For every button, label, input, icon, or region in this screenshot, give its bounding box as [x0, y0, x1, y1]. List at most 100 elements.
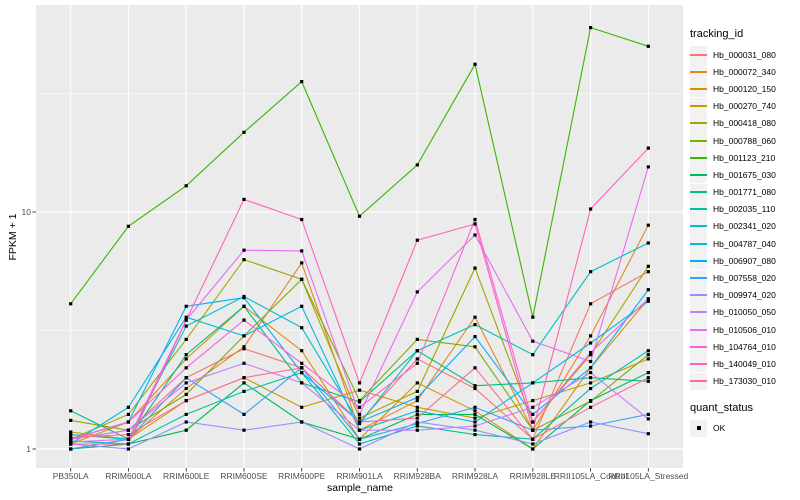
series-color-line [690, 70, 707, 73]
data-point [473, 233, 477, 237]
data-point [473, 217, 477, 222]
data-point [589, 302, 593, 306]
legend-key-line-icon [690, 97, 707, 115]
legend-item-label: Hb_000788_060 [713, 135, 776, 146]
legend-item-label: Hb_002341_020 [713, 221, 776, 232]
data-point [242, 428, 246, 432]
legend-item: Hb_006907_080 [690, 252, 800, 270]
legend-item-label: Hb_000120_150 [713, 83, 776, 94]
data-point [531, 315, 535, 319]
data-point [126, 412, 130, 416]
data-point [184, 376, 188, 380]
data-point [473, 366, 477, 370]
data-point [646, 412, 650, 416]
legend-item: Hb_104764_010 [690, 338, 800, 356]
data-point [242, 258, 246, 262]
data-point [300, 405, 304, 409]
data-point [589, 386, 593, 391]
data-point [473, 424, 477, 428]
data-point [589, 26, 593, 30]
data-point [242, 248, 246, 252]
data-point [589, 424, 593, 428]
data-point [126, 437, 130, 441]
data-point [357, 442, 362, 446]
legend-item-quant: OK [690, 419, 800, 437]
legend-title-tracking-id: tracking_id [690, 28, 744, 40]
data-point [242, 412, 246, 416]
series-color-line [690, 311, 707, 314]
data-point [589, 334, 593, 338]
legend-key-line-icon [690, 372, 707, 390]
series-color-line [690, 53, 707, 56]
data-point [357, 412, 362, 416]
data-point [531, 412, 535, 416]
legend-item: Hb_007558_020 [690, 269, 800, 287]
legend-item-label: Hb_000031_080 [713, 49, 776, 60]
legend-items-tracking: Hb_000031_080 Hb_000072_340 Hb_000120_150 H… [690, 46, 800, 390]
data-point [531, 442, 535, 446]
data-point [126, 405, 130, 409]
data-point [473, 409, 477, 413]
data-point [646, 146, 650, 150]
data-point [242, 389, 246, 393]
legend-item-label: Hb_006907_080 [713, 255, 776, 266]
series-color-line [690, 122, 707, 125]
legend: tracking_id Hb_000031_080 Hb_000072_340 Hb… [690, 28, 800, 437]
legend-item-label: Hb_010050_050 [713, 307, 776, 318]
data-point [589, 420, 593, 424]
legend-item-label: Hb_173030_010 [713, 376, 776, 387]
legend-key-line-icon [690, 132, 707, 150]
data-point [300, 381, 304, 385]
legend-items-quant: OK [690, 419, 800, 437]
legend-item: Hb_000270_740 [690, 97, 800, 115]
data-point [415, 290, 419, 294]
data-point [415, 238, 419, 242]
legend-key-line-icon [690, 80, 707, 98]
series-color-line [690, 208, 707, 211]
data-point [126, 428, 130, 432]
data-point [242, 334, 246, 338]
legend-item: Hb_010050_050 [690, 303, 800, 321]
series-color-line [690, 294, 707, 297]
data-point [646, 376, 650, 380]
x-axis-title: sample_name [327, 482, 393, 494]
series-color-line [690, 191, 707, 194]
data-point [473, 420, 477, 424]
x-tick-label: RRII105LA_Stressed [608, 471, 689, 481]
data-point [184, 318, 188, 322]
data-point [646, 297, 650, 301]
data-point [589, 381, 593, 385]
data-point [242, 381, 246, 385]
legend-item: Hb_000788_060 [690, 132, 800, 150]
legend-key-line-icon [690, 46, 707, 64]
data-point [184, 428, 188, 432]
data-point [242, 347, 246, 351]
series-color-line [690, 380, 707, 383]
x-tick-label: RRIM928BA [393, 471, 441, 481]
data-point [184, 399, 188, 403]
data-point [473, 62, 477, 66]
data-point [242, 130, 246, 134]
data-point [242, 345, 246, 349]
data-point [69, 409, 73, 413]
data-point [473, 433, 477, 437]
series-color-line [690, 105, 707, 108]
legend-item-label: Hb_010506_010 [713, 324, 776, 335]
data-point [357, 416, 362, 420]
data-point [646, 349, 650, 353]
data-point [242, 197, 246, 201]
legend-item: Hb_000120_150 [690, 80, 800, 98]
data-point [126, 433, 130, 437]
series-color-line [690, 173, 707, 176]
data-point [69, 440, 73, 444]
legend-item: Hb_001675_030 [690, 166, 800, 184]
data-point [415, 412, 419, 416]
series-color-line [690, 87, 707, 90]
data-point [415, 163, 419, 167]
legend-item: Hb_000031_080 [690, 46, 800, 64]
data-point [589, 351, 593, 355]
data-point [357, 420, 362, 424]
legend-block-quant-status: quant_status OK [690, 402, 800, 437]
data-point [69, 302, 73, 306]
